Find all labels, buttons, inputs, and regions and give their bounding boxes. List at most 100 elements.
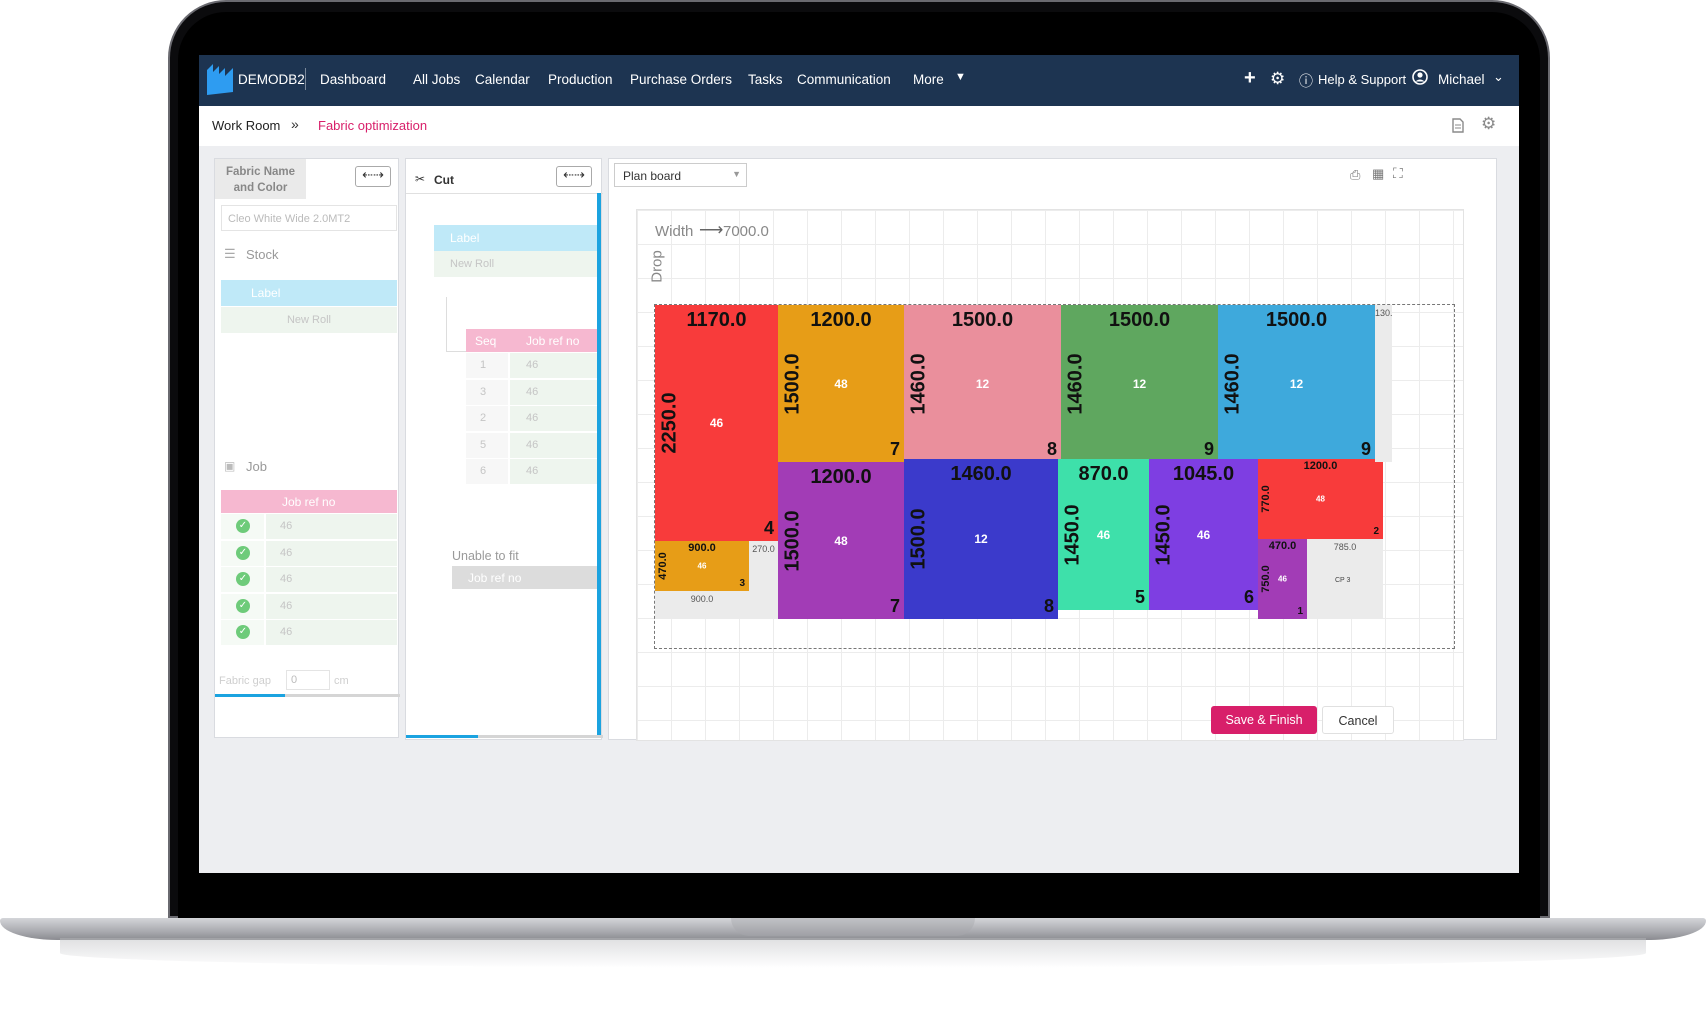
help-support-link[interactable]: Help & Support [1318, 72, 1407, 87]
job-ref-cell: 46 [510, 353, 598, 378]
piece-seq: 8 [1043, 596, 1054, 616]
fabric-panel: Fabric Name and Color ⇠⇢ Cleo White Wide… [214, 158, 400, 738]
swap-arrows-icon[interactable]: ⇠⇢ [556, 166, 592, 187]
check-icon[interactable]: ✓ [221, 514, 264, 539]
cut-piece[interactable]: 1500.0 1460.0 12 8 [904, 305, 1061, 462]
nav-production[interactable]: Production [548, 72, 613, 87]
cut-label-header: Label [434, 225, 598, 251]
plus-icon[interactable]: + [1244, 67, 1256, 89]
offcut-area: 270.0 [749, 541, 778, 619]
tree-line [446, 351, 466, 352]
cut-piece[interactable]: 1200.0 1500.0 48 7 [778, 462, 904, 619]
nav-divider [305, 68, 306, 90]
save-finish-button[interactable]: Save & Finish [1211, 706, 1317, 734]
cut-piece[interactable]: 1045.0 1450.0 46 6 [1149, 459, 1258, 610]
cut-piece[interactable]: 900.0 470.0 46 3 [655, 541, 749, 591]
cutting-board: Width ⟶ 7000.0 Drop 1170.0 2250.0 46 4 1200.… [636, 209, 1464, 741]
horizontal-scrollbar[interactable] [406, 735, 603, 738]
fabric-gap-input[interactable]: 0 [286, 670, 330, 690]
breadcrumb-separator: » [291, 116, 299, 132]
seq-cell: 1 [466, 353, 508, 378]
cut-piece[interactable]: 1460.0 1500.0 12 8 [904, 459, 1058, 619]
piece-seq: 1 [1297, 606, 1303, 617]
plan-board-select[interactable]: Plan board ▼ [614, 163, 747, 187]
chevron-down-icon[interactable]: ⌄ [1493, 69, 1504, 84]
piece-seq: 7 [889, 439, 900, 459]
stock-new-roll[interactable]: New Roll [221, 307, 397, 333]
nav-dashboard[interactable]: Dashboard [320, 72, 387, 87]
brand-name[interactable]: DEMODB2 [238, 72, 305, 87]
piece-width: 900.0 [688, 542, 716, 554]
seq-cell: 3 [466, 379, 508, 405]
job-ref-cell: 46 [266, 620, 397, 645]
cut-piece[interactable]: 1200.0 1500.0 48 7 [778, 305, 904, 462]
horizontal-scrollbar[interactable] [215, 694, 400, 697]
settings-icon[interactable]: ⚙ [1481, 114, 1497, 133]
cut-new-roll[interactable]: New Roll [434, 251, 598, 277]
nav-more[interactable]: More [913, 72, 944, 87]
cut-piece[interactable]: 1500.0 1460.0 12 9 [1061, 305, 1218, 462]
breadcrumb-work-room[interactable]: Work Room [212, 118, 281, 133]
piece-job: 12 [975, 376, 990, 391]
drop-label: Drop [648, 250, 666, 283]
nav-calendar[interactable]: Calendar [475, 72, 530, 87]
offcut-area: 900.0 [655, 591, 749, 619]
help-icon[interactable]: ⓘ [1299, 73, 1313, 89]
brand-logo-icon[interactable] [205, 64, 235, 95]
nav-communication[interactable]: Communication [797, 72, 891, 87]
piece-job: 12 [974, 532, 988, 546]
unable-to-fit-heading: Unable to fit [452, 549, 519, 563]
seq-cell: 6 [466, 459, 508, 484]
caret-down-icon[interactable]: ▼ [955, 71, 966, 83]
piece-job: 46 [1096, 527, 1111, 542]
piece-seq: 6 [1243, 587, 1254, 607]
divider [406, 193, 603, 194]
grid-icon[interactable]: ▦ [1372, 166, 1385, 181]
piece-seq: 2 [1373, 526, 1379, 537]
job-ref-cell: 46 [510, 432, 598, 458]
fabric-select[interactable]: Cleo White Wide 2.0MT2 [221, 205, 397, 231]
check-icon[interactable]: ✓ [221, 567, 264, 592]
piece-width: 1200.0 [810, 466, 872, 488]
check-icon[interactable]: ✓ [221, 593, 264, 619]
cut-piece[interactable]: 1170.0 2250.0 46 4 [655, 305, 778, 541]
gear-icon[interactable]: ⚙ [1270, 69, 1286, 88]
plan-board-select-value: Plan board [623, 169, 682, 183]
cut-piece[interactable]: 870.0 1450.0 46 5 [1058, 459, 1149, 610]
job-ref-cell: 46 [266, 540, 397, 566]
fullscreen-icon[interactable]: ⛶ [1393, 165, 1403, 181]
offcut-tag: CP 3 [1335, 577, 1351, 584]
cut-piece[interactable]: 1200.0 770.0 48 2 [1258, 459, 1383, 539]
print-icon[interactable]: ⎙ [1350, 167, 1361, 182]
piece-width: 1500.0 [951, 309, 1014, 331]
cut-piece[interactable]: 1500.0 1460.0 12 9 [1218, 305, 1375, 462]
piece-job: 12 [1132, 376, 1147, 391]
piece-width: 1200.0 [1303, 460, 1338, 472]
piece-width: 1200.0 [810, 309, 872, 331]
width-label: Width [655, 223, 694, 240]
cut-piece[interactable]: 470.0 750.0 46 1 [1258, 539, 1307, 619]
swap-arrows-icon[interactable]: ⇠⇢ [355, 166, 391, 187]
job-ref-cell: 46 [510, 459, 598, 484]
unable-table-header: Job ref no [452, 566, 598, 589]
cut-area: 1170.0 2250.0 46 4 1200.0 1500.0 48 7 1500.0 1460… [654, 304, 1455, 649]
nav-tasks[interactable]: Tasks [748, 72, 783, 87]
user-icon[interactable] [1412, 69, 1428, 85]
vertical-scrollbar[interactable] [597, 193, 601, 735]
nav-purchase-orders[interactable]: Purchase Orders [630, 72, 733, 87]
check-icon[interactable]: ✓ [221, 620, 264, 645]
job-table-header: Job ref no [221, 490, 397, 513]
cancel-button[interactable]: Cancel [1322, 706, 1394, 734]
caret-down-icon: ▼ [732, 169, 741, 179]
check-icon[interactable]: ✓ [221, 540, 264, 566]
stock-label-header: Label [221, 280, 397, 306]
document-icon[interactable] [1452, 118, 1464, 133]
cut-panel: ✂ Cut ⇠⇢ Label New Roll Seq Job ref no 1… [405, 158, 603, 740]
fabric-gap-label: Fabric gap [219, 675, 271, 687]
tree-line [446, 297, 447, 352]
nav-all-jobs[interactable]: All Jobs [413, 72, 461, 87]
piece-seq: 9 [1203, 439, 1214, 459]
scissors-icon: ✂ [415, 172, 426, 186]
user-menu[interactable]: Michael [1438, 72, 1485, 87]
laptop-shadow [60, 938, 1646, 968]
